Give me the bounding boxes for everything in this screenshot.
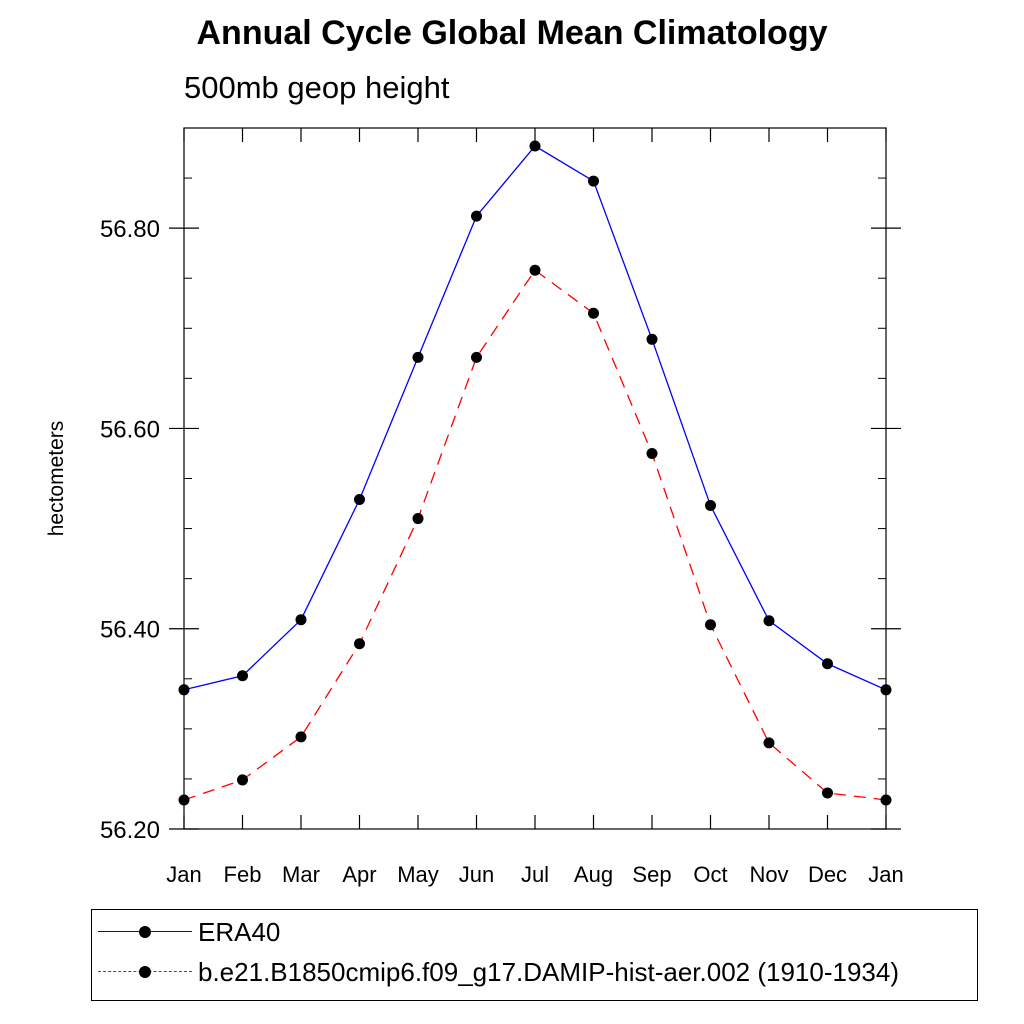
data-point: [705, 500, 716, 512]
legend-marker: [139, 926, 151, 938]
data-point: [412, 351, 424, 363]
data-point: [646, 447, 658, 459]
data-point: [354, 638, 365, 650]
data-point: [705, 619, 716, 631]
x-tick-label: Apr: [342, 862, 376, 887]
x-tick-label: Oct: [693, 862, 727, 887]
x-tick-label: Jan: [166, 862, 201, 887]
chart-subtitle: 500mb geop height: [184, 70, 450, 105]
data-point: [822, 658, 833, 670]
data-point: [880, 794, 892, 806]
data-point: [237, 774, 248, 786]
x-tick-label: Jun: [459, 862, 494, 887]
legend-label: ERA40: [198, 917, 281, 947]
data-point: [529, 140, 541, 152]
data-point: [763, 615, 775, 627]
data-point: [295, 731, 307, 743]
data-point: [646, 333, 658, 345]
data-point: [880, 684, 892, 696]
legend-item-0: ERA40: [92, 914, 977, 950]
y-axis-label: hectometers: [45, 421, 68, 537]
legend-marker: [139, 966, 151, 978]
series-line-0: [183, 145, 887, 691]
x-tick-label: Jul: [521, 862, 549, 887]
x-tick-label: Nov: [749, 862, 788, 887]
y-tick-label: 56.20: [100, 817, 160, 844]
data-point: [354, 494, 365, 506]
legend-item-1: b.e21.B1850cmip6.f09_g17.DAMIP-hist-aer.…: [92, 954, 977, 990]
data-point: [178, 794, 190, 806]
data-point: [237, 670, 248, 682]
y-tick-labels: 56.20 56.40 56.60 56.80: [100, 216, 160, 844]
data-point: [822, 787, 833, 799]
x-tick-labels: Jan Feb Mar Apr May Jun Jul Aug Sep Oct Nov Dec Jan: [166, 862, 903, 887]
legend-label: b.e21.B1850cmip6.f09_g17.DAMIP-hist-aer.…: [198, 957, 899, 987]
data-point: [471, 210, 482, 222]
data-point: [471, 351, 482, 363]
data-point: [412, 513, 424, 525]
series-lines: [183, 145, 887, 801]
y-tick-label: 56.60: [100, 416, 160, 443]
series-line-1: [183, 269, 887, 801]
y-tick-label: 56.80: [100, 216, 160, 243]
legend: ERA40 b.e21.B1850cmip6.f09_g17.DAMIP-his…: [91, 909, 978, 1001]
chart-title: Annual Cycle Global Mean Climatology: [196, 14, 828, 52]
x-tick-label: Feb: [224, 862, 262, 887]
y-tick-label: 56.40: [100, 617, 160, 644]
plot-frame: [183, 127, 887, 830]
x-tick-label: Aug: [574, 862, 613, 887]
data-point: [763, 737, 775, 749]
data-point: [588, 175, 599, 187]
data-point: [295, 614, 307, 626]
data-point: [178, 684, 190, 696]
x-tick-label: Sep: [632, 862, 671, 887]
x-tick-label: Dec: [808, 862, 847, 887]
x-tick-label: Mar: [282, 862, 320, 887]
series-markers: [178, 140, 892, 806]
data-point: [529, 264, 541, 276]
data-point: [588, 307, 599, 319]
axis-ticks: [169, 127, 901, 830]
x-tick-label: May: [397, 862, 439, 887]
x-tick-label: Jan: [868, 862, 903, 887]
